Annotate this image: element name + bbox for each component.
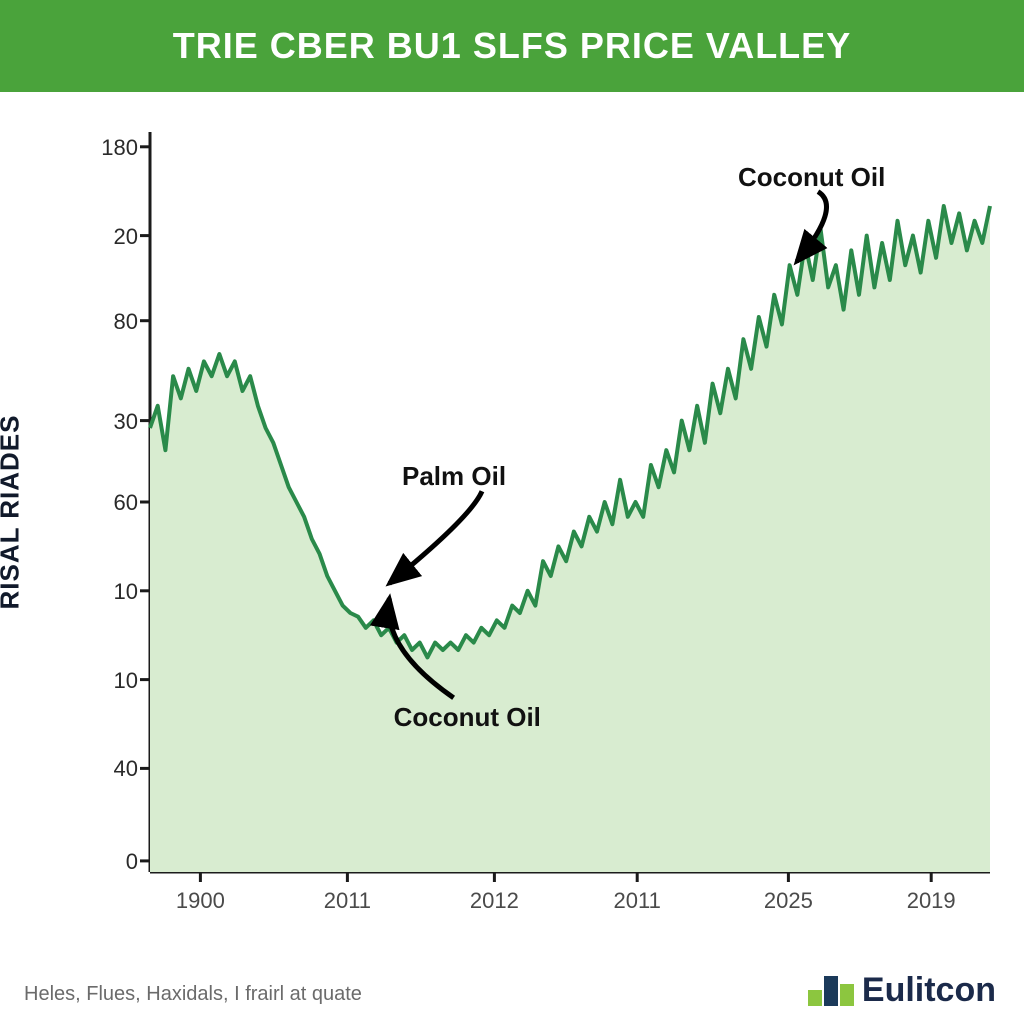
x-tick-label: 2025 <box>764 888 813 914</box>
y-tick-label: 60 <box>88 490 138 516</box>
y-tick-label: 80 <box>88 309 138 335</box>
brand-logo-icon <box>808 976 854 1006</box>
y-tick-label: 20 <box>88 224 138 250</box>
y-tick-label: 10 <box>88 668 138 694</box>
y-tick-label: 180 <box>88 135 138 161</box>
brand-text: Eulitcon <box>862 971 996 1010</box>
y-tick-label: 0 <box>88 849 138 875</box>
y-tick-label: 10 <box>88 579 138 605</box>
chart-container: RISAL RIADES 180208030601010400190020112… <box>0 92 1024 932</box>
annotation-label: Coconut Oil <box>738 162 885 193</box>
title-text: TRIE CBER BU1 SLFS PRICE VALLEY <box>173 25 851 67</box>
y-tick-label: 30 <box>88 409 138 435</box>
footer-note: Heles, Flues, Haxidals, I frairl at quat… <box>24 983 362 1006</box>
y-tick-label: 40 <box>88 756 138 782</box>
chart-svg <box>0 92 1024 932</box>
x-tick-label: 2011 <box>324 888 371 914</box>
x-tick-label: 2011 <box>614 888 661 914</box>
annotation-label: Coconut Oil <box>394 702 541 733</box>
x-tick-label: 2012 <box>470 888 519 914</box>
title-banner: TRIE CBER BU1 SLFS PRICE VALLEY <box>0 0 1024 92</box>
x-tick-label: 2019 <box>907 888 956 914</box>
brand: Eulitcon <box>808 971 996 1010</box>
annotation-label: Palm Oil <box>402 461 506 492</box>
x-tick-label: 1900 <box>176 888 225 914</box>
